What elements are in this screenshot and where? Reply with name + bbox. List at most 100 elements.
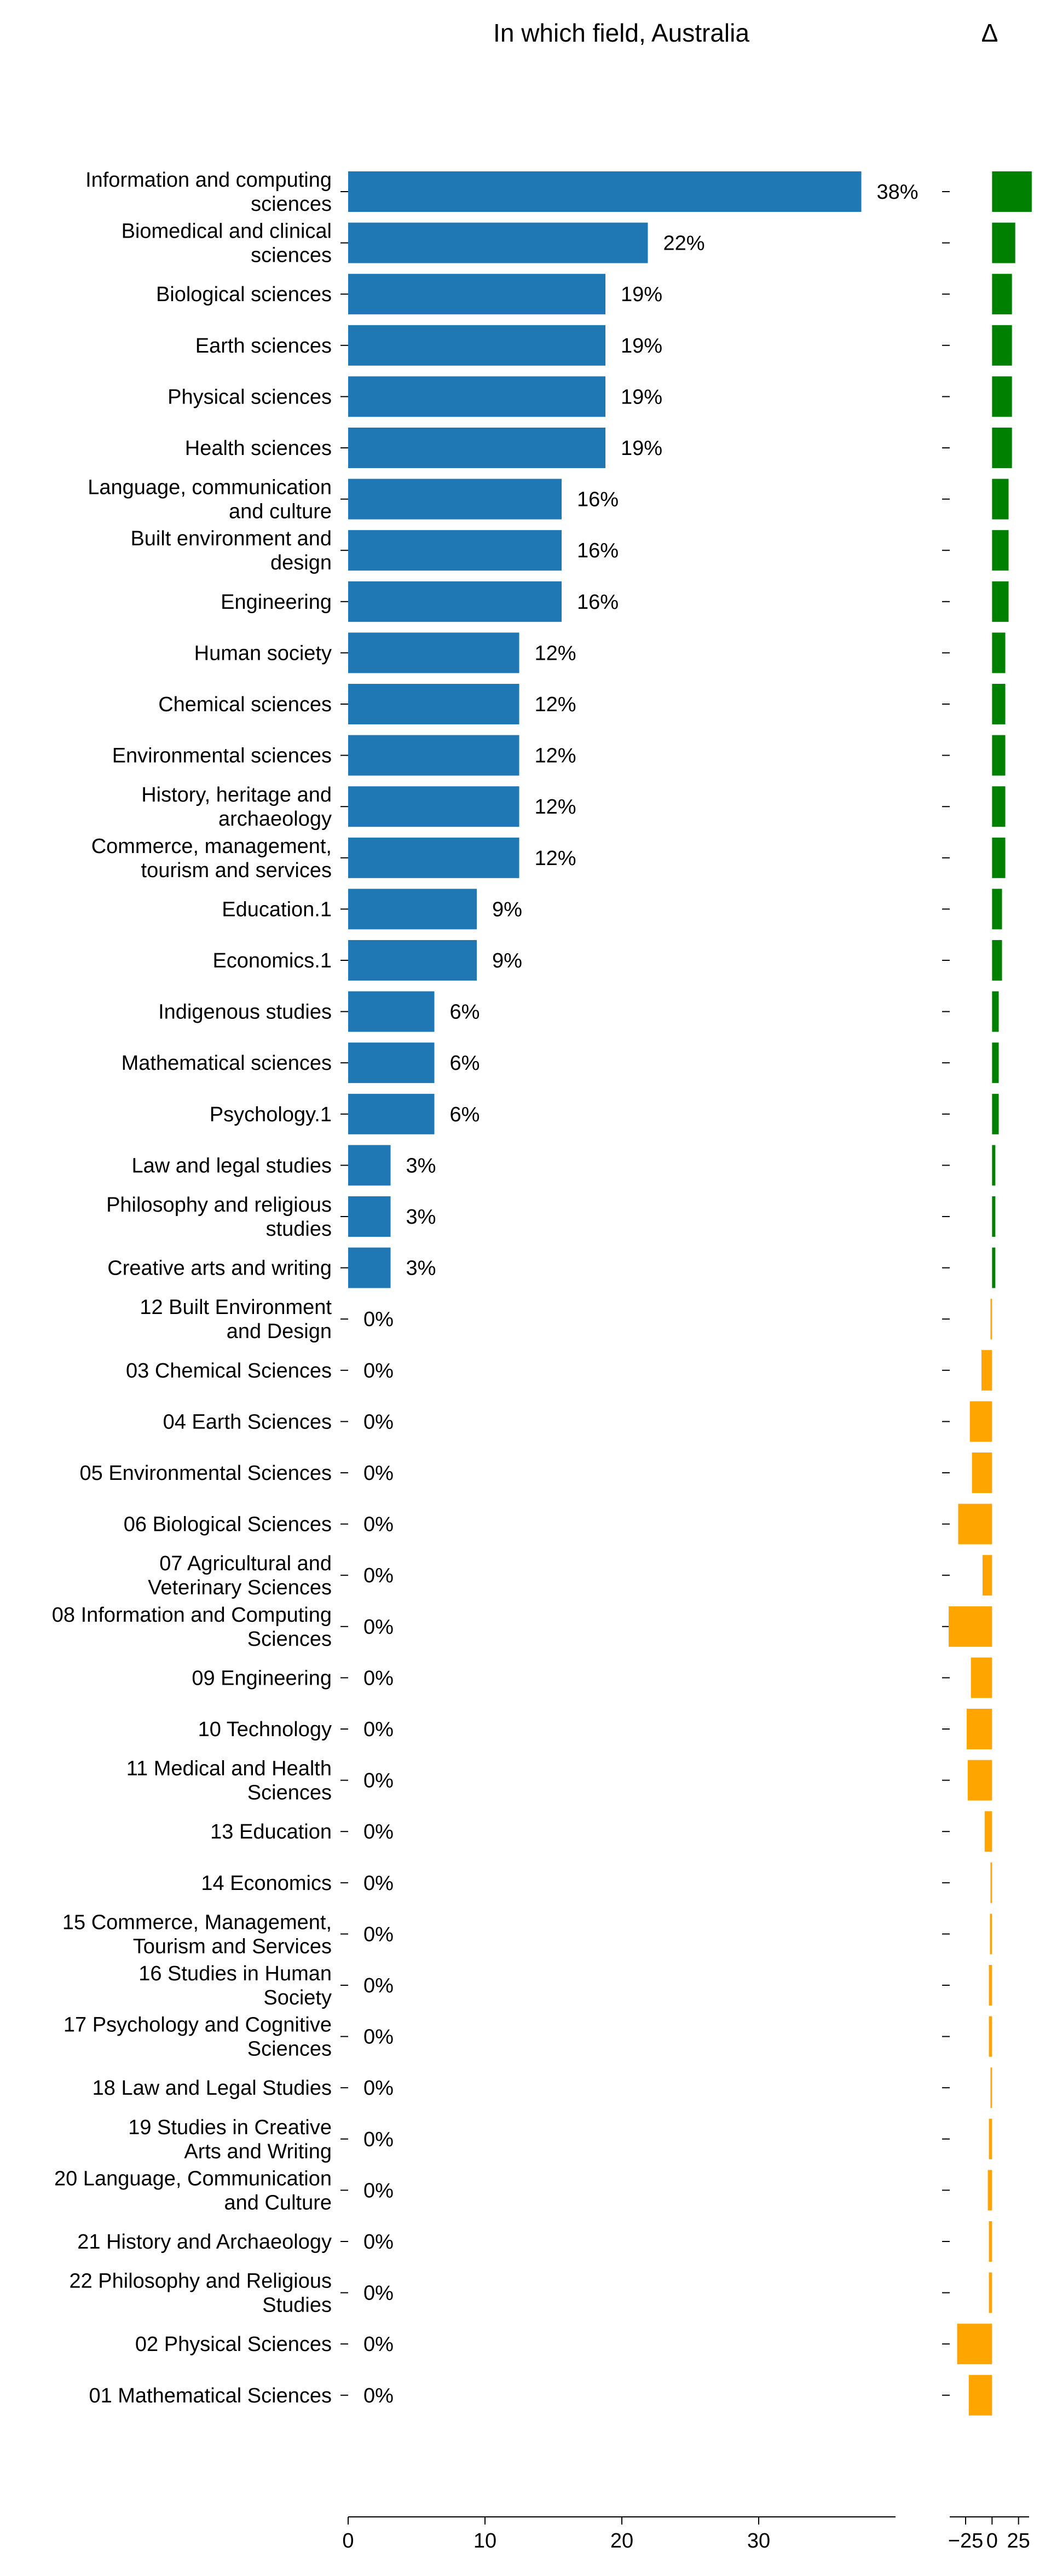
- bar: [348, 274, 605, 315]
- category-label: Built environment and design: [130, 527, 332, 574]
- delta-bar: [992, 530, 1009, 571]
- delta-bar: [992, 325, 1012, 366]
- category-label: Indigenous studies: [158, 1001, 332, 1024]
- bar: [348, 684, 519, 724]
- value-label: 0%: [363, 1359, 394, 1382]
- value-label: 12%: [535, 642, 576, 665]
- value-label: 9%: [492, 949, 522, 972]
- bar: [348, 786, 519, 827]
- category-label: 16 Studies in Human Society: [138, 1962, 332, 2009]
- delta-bar: [992, 222, 1015, 263]
- delta-bar: [992, 889, 1002, 930]
- category-label: Human society: [194, 642, 332, 665]
- value-label: 6%: [450, 1052, 480, 1075]
- category-label: Education.1: [222, 898, 332, 921]
- delta-bar: [992, 428, 1012, 468]
- value-label: 0%: [363, 1564, 394, 1587]
- bar: [348, 940, 477, 981]
- bar: [348, 889, 477, 930]
- delta-bar: [990, 2067, 992, 2108]
- value-label: 3%: [406, 1257, 436, 1280]
- delta-bar: [992, 274, 1012, 315]
- category-label: History, heritage and archaeology: [141, 783, 332, 831]
- category-label: Philosophy and religious studies: [106, 1194, 332, 1241]
- delta-bar: [992, 991, 999, 1032]
- category-label: Chemical sciences: [158, 693, 332, 716]
- value-label: 6%: [450, 1001, 480, 1024]
- bar: [348, 632, 519, 673]
- delta-bar: [992, 837, 1006, 878]
- category-label: 08 Information and Computing Sciences: [52, 1604, 332, 1651]
- value-label: 6%: [450, 1103, 480, 1126]
- value-label: 0%: [363, 2384, 394, 2407]
- delta-bar: [969, 1401, 992, 1442]
- category-label: 14 Economics: [201, 1872, 332, 1895]
- value-label: 16%: [577, 488, 619, 511]
- delta-bar: [992, 786, 1006, 827]
- value-label: 19%: [621, 283, 662, 306]
- category-label: 22 Philosophy and Religious Studies: [69, 2270, 332, 2317]
- delta-bar: [992, 1042, 999, 1084]
- bar: [348, 325, 605, 366]
- category-label: Biomedical and clinical sciences: [122, 220, 332, 267]
- delta-bar: [988, 2170, 992, 2211]
- x-tick-label: 20: [610, 2529, 633, 2552]
- delta-x-tick-label: 25: [1007, 2529, 1030, 2552]
- bar: [348, 530, 562, 571]
- delta-bar: [992, 581, 1009, 622]
- value-label: 0%: [363, 2333, 394, 2356]
- category-label: Creative arts and writing: [107, 1257, 332, 1280]
- category-label: 06 Biological Sciences: [124, 1513, 332, 1536]
- category-label: Commerce, management, tourism and service…: [91, 835, 332, 882]
- category-label: Engineering: [221, 591, 332, 614]
- value-label: 0%: [363, 2282, 394, 2305]
- category-label: 11 Medical and Health Sciences: [126, 1757, 332, 1805]
- category-label: 10 Technology: [198, 1718, 332, 1741]
- delta-chart-title: Δ: [981, 19, 998, 47]
- value-label: 0%: [363, 1820, 394, 1843]
- category-label: 04 Earth Sciences: [163, 1410, 332, 1433]
- x-tick-label: 0: [342, 2529, 354, 2552]
- bar: [348, 222, 648, 263]
- category-label: 15 Commerce, Management, Tourism and Serv…: [62, 1911, 332, 1958]
- delta-bar: [989, 2221, 992, 2262]
- bar: [348, 479, 562, 520]
- value-label: 38%: [877, 181, 919, 204]
- value-label: 12%: [535, 745, 576, 768]
- value-label: 0%: [363, 1513, 394, 1536]
- value-label: 0%: [363, 1616, 394, 1639]
- value-label: 16%: [577, 591, 619, 614]
- value-label: 3%: [406, 1154, 436, 1177]
- bar: [348, 1247, 391, 1288]
- value-label: 12%: [535, 847, 576, 870]
- category-label: 03 Chemical Sciences: [126, 1359, 332, 1382]
- delta-bar: [992, 479, 1009, 520]
- delta-bar: [989, 2118, 992, 2159]
- delta-bar: [949, 1606, 992, 1647]
- bar: [348, 581, 562, 622]
- delta-bar: [992, 1247, 996, 1288]
- value-label: 3%: [406, 1206, 436, 1229]
- delta-bar: [981, 1350, 992, 1391]
- value-label: 19%: [621, 437, 662, 460]
- value-label: 0%: [363, 2128, 394, 2151]
- bar: [348, 428, 605, 468]
- delta-bar: [968, 2375, 992, 2416]
- value-label: 12%: [535, 796, 576, 819]
- delta-bar: [989, 2272, 992, 2313]
- delta-bar: [966, 1709, 992, 1749]
- category-label: 05 Environmental Sciences: [80, 1462, 332, 1485]
- value-label: 0%: [363, 1718, 394, 1741]
- delta-bar: [992, 1093, 999, 1134]
- value-label: 16%: [577, 539, 619, 562]
- category-label: 01 Mathematical Sciences: [89, 2384, 332, 2407]
- bar: [348, 837, 519, 878]
- delta-bar: [989, 1965, 992, 2006]
- delta-bar: [992, 171, 1032, 212]
- category-label: 19 Studies in Creative Arts and Writing: [128, 2116, 332, 2163]
- category-label: Information and computing sciences: [85, 169, 332, 216]
- bar: [348, 991, 435, 1032]
- value-label: 19%: [621, 335, 662, 358]
